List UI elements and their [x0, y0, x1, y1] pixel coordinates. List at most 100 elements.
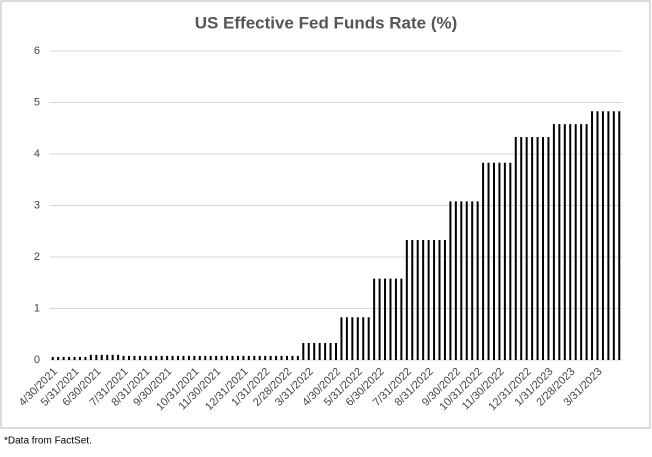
bar	[351, 317, 354, 360]
bar	[160, 355, 163, 360]
bar	[558, 124, 561, 360]
bar	[471, 201, 474, 360]
bar	[84, 356, 87, 360]
bar	[133, 355, 136, 360]
bar	[215, 355, 218, 360]
bar	[138, 355, 141, 360]
chart-frame	[0, 0, 651, 429]
bar	[171, 355, 174, 360]
bar	[187, 355, 190, 360]
bar	[411, 240, 414, 360]
y-tick-label: 6	[34, 45, 40, 57]
bar	[280, 355, 283, 360]
bar	[422, 240, 425, 360]
bar	[177, 355, 180, 360]
bar	[542, 137, 545, 360]
bar	[209, 355, 212, 360]
bar	[62, 356, 65, 360]
bar	[51, 356, 54, 360]
bar	[144, 355, 147, 360]
y-tick-label: 3	[34, 199, 40, 211]
bar	[345, 317, 348, 360]
bar	[465, 201, 468, 360]
y-tick-label: 4	[34, 148, 40, 160]
bar	[78, 356, 81, 360]
bar	[384, 278, 387, 360]
bar	[95, 354, 98, 360]
bar	[291, 355, 294, 360]
bar	[275, 355, 278, 360]
bar	[269, 355, 272, 360]
bar	[373, 278, 376, 360]
bar	[73, 356, 76, 360]
bar	[487, 162, 490, 360]
bar	[503, 162, 506, 360]
bar	[482, 162, 485, 360]
bar	[182, 355, 185, 360]
footnote: *Data from FactSet.	[4, 436, 92, 447]
bar	[585, 124, 588, 360]
bar	[443, 240, 446, 360]
bar	[607, 111, 610, 360]
bar	[618, 111, 621, 360]
bar	[580, 124, 583, 360]
bar	[127, 355, 130, 360]
bar	[547, 137, 550, 360]
bar	[389, 278, 392, 360]
bar	[122, 355, 125, 360]
bar	[498, 162, 501, 360]
bar	[367, 317, 370, 360]
bar	[601, 111, 604, 360]
bar	[166, 355, 169, 360]
bar	[531, 137, 534, 360]
y-tick-label: 5	[34, 96, 40, 108]
bar	[427, 240, 430, 360]
bar	[536, 137, 539, 360]
bar	[155, 355, 158, 360]
bar	[236, 355, 239, 360]
bar	[198, 355, 201, 360]
bar	[89, 354, 92, 360]
y-tick-label: 1	[34, 302, 40, 314]
bar	[525, 137, 528, 360]
bar	[204, 355, 207, 360]
bar	[492, 162, 495, 360]
bar	[394, 278, 397, 360]
bar	[574, 124, 577, 360]
bar	[378, 278, 381, 360]
bar	[520, 137, 523, 360]
bar	[454, 201, 457, 360]
bar	[438, 240, 441, 360]
bar	[247, 355, 250, 360]
y-tick-label: 0	[34, 354, 40, 366]
bar	[340, 317, 343, 360]
bar	[220, 355, 223, 360]
bar	[285, 355, 288, 360]
bar	[329, 343, 332, 360]
bar	[612, 111, 615, 360]
bar	[302, 343, 305, 360]
bar	[324, 343, 327, 360]
bar	[318, 343, 321, 360]
bar	[362, 317, 365, 360]
bar	[552, 124, 555, 360]
bar	[476, 201, 479, 360]
bar	[68, 356, 71, 360]
bar	[460, 201, 463, 360]
chart-title: US Effective Fed Funds Rate (%)	[195, 13, 458, 32]
bar	[100, 354, 103, 360]
bar	[258, 355, 261, 360]
bar	[335, 343, 337, 360]
bar	[296, 355, 299, 360]
bar	[356, 317, 359, 360]
bar	[106, 354, 109, 360]
bar	[111, 354, 114, 360]
bar	[57, 356, 60, 360]
bar	[433, 240, 436, 360]
bar	[264, 355, 267, 360]
bar	[313, 343, 316, 360]
bar	[242, 355, 245, 360]
y-tick-label: 2	[34, 251, 40, 263]
bar	[569, 124, 572, 360]
